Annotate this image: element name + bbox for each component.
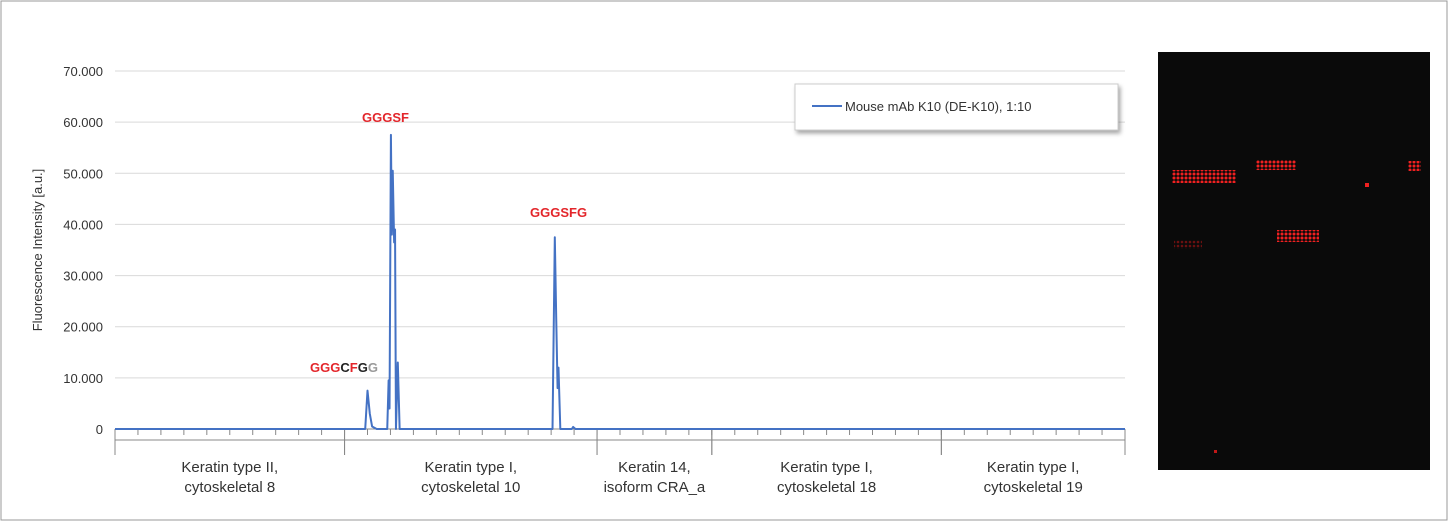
y-tick-label: 40.000	[63, 217, 103, 232]
annotation: GGGSF	[362, 110, 409, 125]
group-label: Keratin type I,	[425, 459, 518, 476]
annotation-part: GGG	[310, 360, 340, 375]
group-label: cytoskeletal 10	[421, 479, 520, 496]
y-tick-label: 10.000	[63, 371, 103, 386]
chart: Fluorescence Intensity [a.u.] 0 10.000 20.…	[0, 0, 1448, 521]
array-image	[1158, 52, 1430, 470]
y-tick-label: 50.000	[63, 166, 103, 181]
y-tick-label: 30.000	[63, 269, 103, 284]
legend-label: Mouse mAb K10 (DE-K10), 1:10	[845, 99, 1031, 114]
annotation-part: G	[368, 360, 378, 375]
group-label: Keratin type I,	[780, 459, 873, 476]
annotation-part: G	[358, 360, 368, 375]
y-tick-label: 60.000	[63, 115, 103, 130]
y-tick-label: 70.000	[63, 64, 103, 79]
y-tick-label: 20.000	[63, 320, 103, 335]
group-label: cytoskeletal 19	[984, 479, 1083, 496]
group-label: Keratin type I,	[987, 459, 1080, 476]
annotation-part: F	[350, 360, 358, 375]
annotation: GGGSFG	[530, 205, 587, 220]
annotation: GGGCFGG	[310, 360, 378, 375]
group-label: Keratin type II,	[181, 459, 278, 476]
group-label: Keratin 14,	[618, 459, 691, 476]
group-label: cytoskeletal 8	[184, 479, 275, 496]
annotation-part: GGGSF	[362, 110, 409, 125]
group-label: cytoskeletal 18	[777, 479, 876, 496]
legend: Mouse mAb K10 (DE-K10), 1:10	[795, 84, 1118, 130]
y-axis-label: Fluorescence Intensity [a.u.]	[30, 169, 45, 332]
group-label: isoform CRA_a	[604, 479, 706, 496]
annotation-part: GGGSFG	[530, 205, 587, 220]
y-tick-label: 0	[96, 422, 103, 437]
